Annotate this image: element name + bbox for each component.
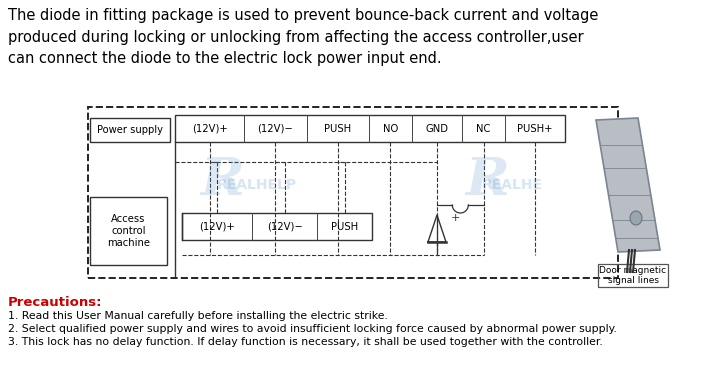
Bar (598, 264, 668, 287)
Text: +: + (451, 213, 460, 223)
Text: (12V)+: (12V)+ (199, 222, 235, 231)
Text: PUSH+: PUSH+ (518, 124, 553, 133)
Text: GND: GND (426, 124, 449, 133)
Text: 3. This lock has no delay function. If delay function is necessary, it shall be : 3. This lock has no delay function. If d… (8, 337, 603, 347)
Bar (88, 107, 618, 278)
Text: (12V)−: (12V)− (258, 124, 293, 133)
Text: Precautions:: Precautions: (8, 296, 102, 309)
Bar (175, 115, 565, 142)
Ellipse shape (630, 211, 642, 225)
Text: NO: NO (383, 124, 398, 133)
Text: Access
control
machine: Access control machine (107, 214, 150, 248)
Text: PUSH: PUSH (331, 222, 358, 231)
Bar (182, 213, 372, 240)
Text: (12V)−: (12V)− (266, 222, 302, 231)
Bar (90, 118, 170, 142)
Text: The diode in fitting package is used to prevent bounce-back current and voltage
: The diode in fitting package is used to … (8, 8, 598, 66)
Bar (90, 197, 167, 265)
Text: (12V)+: (12V)+ (192, 124, 228, 133)
Text: NC: NC (477, 124, 491, 133)
Text: 2. Select qualified power supply and wires to avoid insufficient locking force c: 2. Select qualified power supply and wir… (8, 324, 617, 334)
Text: Power supply: Power supply (97, 125, 163, 135)
Text: Door magnetic
signal lines: Door magnetic signal lines (600, 266, 667, 285)
Polygon shape (596, 118, 660, 252)
Text: PUSH: PUSH (324, 124, 351, 133)
Text: REALHE: REALHE (482, 178, 543, 192)
Text: R: R (200, 155, 244, 206)
Text: R: R (465, 155, 509, 206)
Text: REALHELP: REALHELP (217, 178, 297, 192)
Text: 1. Read this User Manual carefully before installing the electric strike.: 1. Read this User Manual carefully befor… (8, 311, 388, 321)
